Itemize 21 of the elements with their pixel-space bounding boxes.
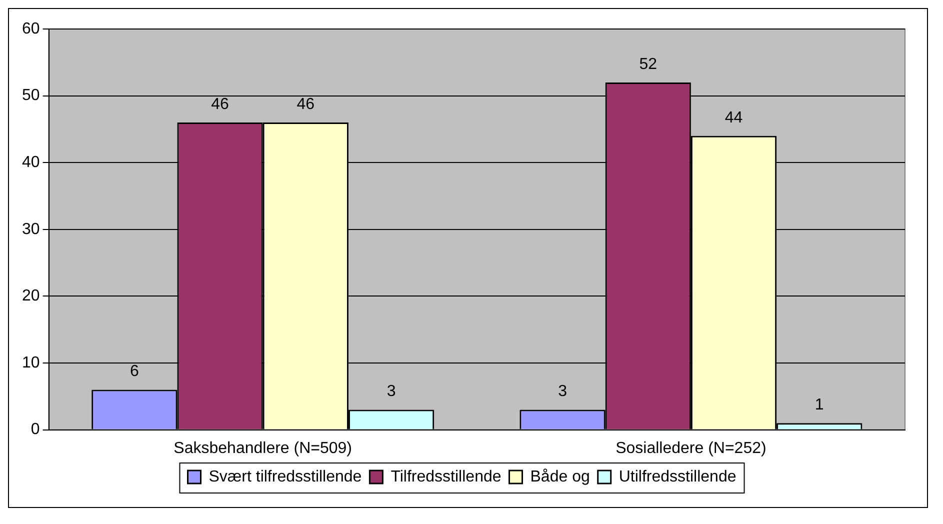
data-label: 44 (724, 109, 743, 126)
legend-label: Utilfredsstillende (618, 468, 736, 486)
legend-label: Tilfredsstillende (390, 468, 502, 486)
y-tick-label: 40 (22, 154, 40, 172)
y-tick-label: 30 (22, 220, 40, 238)
data-label: 52 (639, 56, 658, 73)
y-tick-label: 60 (22, 20, 40, 38)
data-label: 46 (296, 96, 315, 113)
legend-label: Svært tilfredsstillende (208, 468, 362, 486)
x-tick-label: Sosialledere (N=252) (616, 440, 766, 457)
data-label: 3 (386, 383, 396, 400)
data-label: 46 (211, 96, 230, 113)
data-label: 1 (814, 396, 824, 414)
data-label: 6 (130, 363, 139, 380)
y-tick-label: 50 (22, 87, 40, 104)
y-tick-label: 20 (22, 288, 40, 305)
data-label: 3 (558, 383, 568, 400)
x-tick-label: Saksbehandlere (N=509) (174, 440, 352, 457)
y-tick-label: 10 (22, 354, 40, 372)
y-tick-label: 0 (30, 421, 40, 438)
legend-label: Både og (530, 468, 590, 486)
